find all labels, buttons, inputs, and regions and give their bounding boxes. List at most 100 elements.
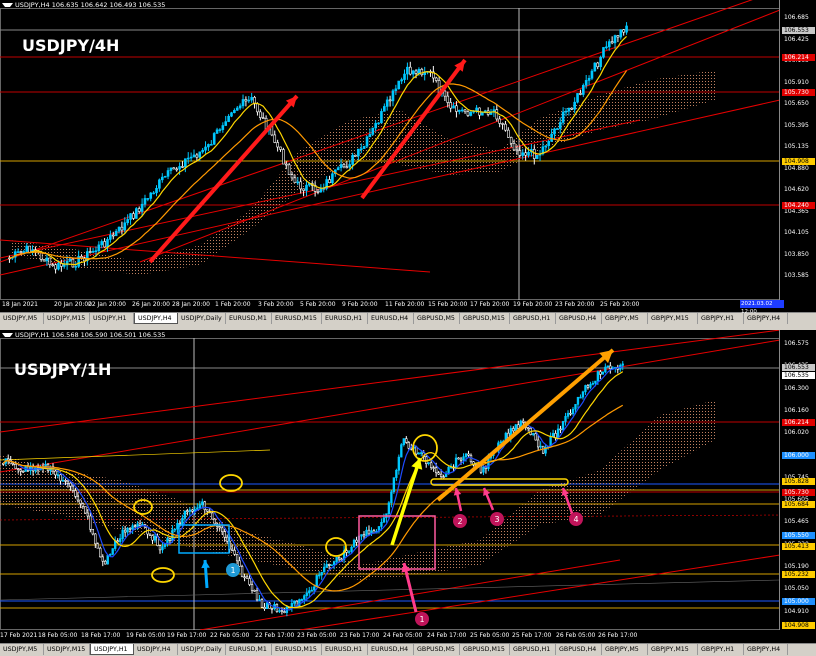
h4-time-tick: 11 Feb 20:00 (385, 301, 425, 308)
h4-candle-body (160, 176, 164, 181)
h1-candle-body (12, 463, 15, 466)
h1-number-badge-label: 2 (457, 517, 462, 526)
h4-candle-body (100, 241, 104, 246)
h4-tab-usdjpy-m15[interactable]: USDJPY,M15 (44, 313, 90, 324)
h4-tab-eurusd-m1[interactable]: EURUSD,M1 (226, 313, 272, 324)
h4-candle-body (178, 166, 181, 170)
h1-tab-usdjpy-m15[interactable]: USDJPY,M15 (44, 644, 90, 655)
h1-candle-body (522, 420, 525, 423)
h4-candle-body (302, 188, 305, 191)
h1-candle-body (586, 385, 590, 388)
h1-candle-body (457, 457, 460, 460)
h4-tab-gbpusd-m5[interactable]: GBPUSD,M5 (414, 313, 460, 324)
h1-tab-eurusd-m1[interactable]: EURUSD,M1 (226, 644, 272, 655)
h4-tab-usdjpy-m5[interactable]: USDJPY,M5 (0, 313, 44, 324)
h4-candle-body (28, 245, 31, 253)
h1-tab-eurusd-m15[interactable]: EURUSD,M15 (272, 644, 322, 655)
dropdown-icon[interactable] (2, 333, 13, 337)
h4-candle-body (397, 80, 401, 90)
h1-price-tick: 106.020 (784, 429, 809, 437)
h1-candle-body (198, 504, 201, 509)
h1-tab-eurusd-h4[interactable]: EURUSD,H4 (368, 644, 414, 655)
h1-price-axis[interactable]: 106.575106.435106.300106.160106.020105.8… (779, 330, 816, 630)
h4-tab-gbpjpy-m5[interactable]: GBPJPY,M5 (602, 313, 648, 324)
h1-chart-window[interactable]: 1 1 2 3 4 USDJPY,H1 106.568 106.590 106.501 … (0, 330, 816, 656)
h1-tab-gbpjpy-h4[interactable]: GBPJPY,H4 (744, 644, 788, 655)
h4-candle-body (573, 101, 576, 110)
h4-tab-gbpusd-h4[interactable]: GBPUSD,H4 (556, 313, 602, 324)
h4-candle-body (111, 234, 115, 237)
h1-candle-body (303, 595, 306, 600)
h1-candle-body (171, 529, 174, 541)
h4-price-plot[interactable] (0, 0, 780, 300)
h4-tab-gbpjpy-h4[interactable]: GBPJPY,H4 (744, 313, 788, 324)
h1-tab-gbpjpy-m5[interactable]: GBPJPY,M5 (602, 644, 648, 655)
h4-tab-usdjpy-daily[interactable]: USDJPY,Daily (178, 313, 226, 324)
h1-candle-body (559, 428, 562, 431)
h4-candle-body (198, 151, 202, 158)
h1-tab-usdjpy-h1[interactable]: USDJPY,H1 (90, 644, 134, 655)
h4-candle-body (391, 90, 395, 102)
h1-candle-body (390, 491, 393, 504)
h1-candle-body (128, 527, 132, 530)
h4-price-tick: 103.850 (784, 250, 809, 258)
h4-tab-eurusd-h4[interactable]: EURUSD,H4 (368, 313, 414, 324)
h1-price-tag: 106.214 (782, 419, 815, 426)
h4-candle-body (201, 149, 204, 153)
h1-price-plot[interactable]: 1 1 2 3 4 (0, 330, 780, 630)
h4-tab-gbpjpy-m15[interactable]: GBPJPY,M15 (648, 313, 698, 324)
h4-tab-usdjpy-h1[interactable]: USDJPY,H1 (90, 313, 134, 324)
h4-chart-header: USDJPY,H4 106.635 106.642 106.493 106.53… (2, 1, 165, 9)
h1-candle-body (59, 474, 62, 482)
h1-candle-body (290, 603, 294, 608)
h1-candle-body (96, 543, 99, 549)
h1-time-tick: 19 Feb 17:00 (167, 632, 207, 639)
h1-price-tick: 106.160 (784, 406, 809, 414)
h4-chart-window[interactable]: USDJPY,H4 106.635 106.642 106.493 106.53… (0, 0, 816, 325)
h4-candle-body (120, 226, 124, 231)
h1-candle-body (191, 509, 194, 512)
h4-tab-gbpusd-h1[interactable]: GBPUSD,H1 (510, 313, 556, 324)
h4-candle-body (103, 241, 106, 248)
h4-candle-body (97, 244, 101, 251)
h4-tab-gbpjpy-h1[interactable]: GBPJPY,H1 (698, 313, 744, 324)
h4-candle-body (504, 123, 507, 131)
h4-tab-eurusd-h1[interactable]: EURUSD,H1 (322, 313, 368, 324)
h1-tab-usdjpy-h4[interactable]: USDJPY,H4 (134, 644, 178, 655)
h4-candle-body (596, 62, 600, 68)
h4-candle-body (74, 266, 78, 268)
h4-candle-body (204, 146, 207, 151)
h1-chart-header: USDJPY,H1 106.568 106.590 106.501 106.53… (2, 331, 165, 339)
h1-candle-body (235, 554, 239, 562)
h1-candle-body (17, 468, 20, 470)
h1-time-tick: 18 Feb 17:00 (81, 632, 121, 639)
h1-candle-body (201, 501, 204, 506)
h4-candle-body (558, 122, 562, 129)
h4-candle-body (518, 150, 522, 156)
h1-tab-gbpjpy-h1[interactable]: GBPJPY,H1 (698, 644, 744, 655)
h1-candle-body (158, 545, 162, 551)
h1-tab-eurusd-h1[interactable]: EURUSD,H1 (322, 644, 368, 655)
h1-time-tick: 22 Feb 05:00 (210, 632, 250, 639)
h1-tab-gbpusd-m5[interactable]: GBPUSD,M5 (414, 644, 460, 655)
h4-tab-gbpusd-m15[interactable]: GBPUSD,M15 (460, 313, 510, 324)
h1-candle-body (61, 480, 65, 482)
h4-tab-usdjpy-h4[interactable]: USDJPY,H4 (134, 313, 178, 324)
h4-price-axis[interactable]: 106.685106.425106.165105.910105.650105.3… (779, 0, 816, 300)
h1-tab-usdjpy-m5[interactable]: USDJPY,M5 (0, 644, 44, 655)
h4-candle-body (328, 179, 331, 184)
h1-price-tick: 105.050 (784, 585, 809, 593)
h4-candle-body (616, 35, 620, 38)
h4-time-tick: 1 Feb 20:00 (215, 301, 251, 308)
dropdown-icon[interactable] (2, 3, 13, 7)
h1-tab-gbpjpy-m15[interactable]: GBPJPY,M15 (648, 644, 698, 655)
h4-candle-body (273, 134, 277, 143)
h1-candle-body (512, 428, 515, 432)
h1-tab-gbpusd-m15[interactable]: GBPUSD,M15 (460, 644, 510, 655)
h1-tab-gbpusd-h4[interactable]: GBPUSD,H4 (556, 644, 602, 655)
h4-tab-eurusd-m15[interactable]: EURUSD,M15 (272, 313, 322, 324)
h1-tab-gbpusd-h1[interactable]: GBPUSD,H1 (510, 644, 556, 655)
h1-tab-usdjpy-daily[interactable]: USDJPY,Daily (178, 644, 226, 655)
h1-number-badge (226, 563, 240, 577)
h4-candle-body (535, 154, 539, 159)
